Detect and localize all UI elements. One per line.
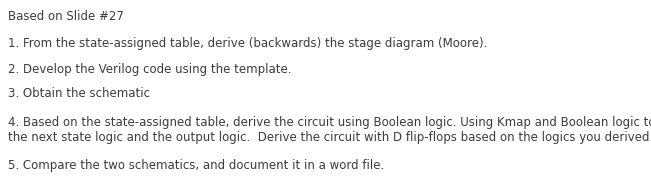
Text: Based on Slide #27: Based on Slide #27 xyxy=(8,10,124,23)
Text: 5. Compare the two schematics, and document it in a word file.: 5. Compare the two schematics, and docum… xyxy=(8,159,384,172)
Text: 1. From the state-assigned table, derive (backwards) the stage diagram (Moore).: 1. From the state-assigned table, derive… xyxy=(8,37,488,50)
Text: 3. Obtain the schematic: 3. Obtain the schematic xyxy=(8,87,150,100)
Text: 2. Develop the Verilog code using the template.: 2. Develop the Verilog code using the te… xyxy=(8,63,292,76)
Text: the next state logic and the output logic.  Derive the circuit with D flip-flops: the next state logic and the output logi… xyxy=(8,131,651,144)
Text: 4. Based on the state-assigned table, derive the circuit using Boolean logic. Us: 4. Based on the state-assigned table, de… xyxy=(8,116,651,129)
